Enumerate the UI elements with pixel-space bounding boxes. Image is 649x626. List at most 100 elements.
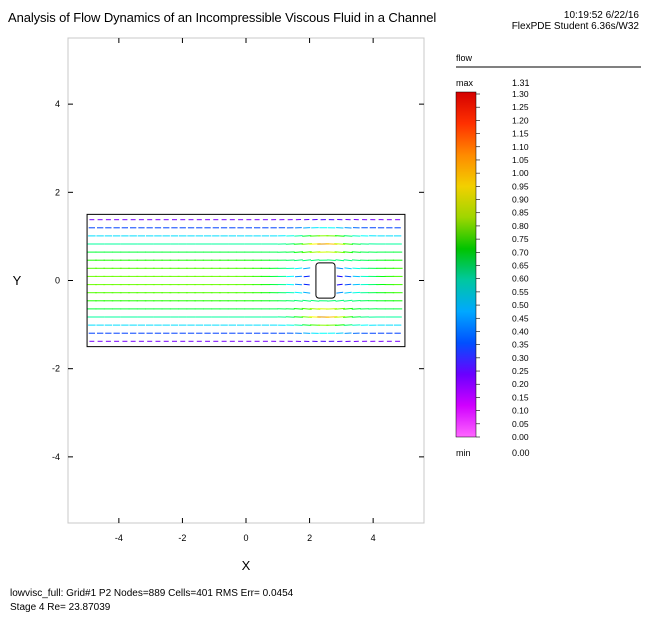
flow-vector <box>301 316 312 318</box>
flow-vector <box>344 267 352 270</box>
flow-vector <box>294 299 303 302</box>
x-tick-label: -4 <box>115 533 123 543</box>
flow-vector <box>351 259 361 261</box>
y-tick-label: 2 <box>55 187 60 197</box>
legend-level-label: 1.15 <box>512 129 529 139</box>
flow-vector <box>302 299 312 302</box>
flow-vector <box>302 259 312 262</box>
y-tick-label: -2 <box>52 364 60 374</box>
flow-vector <box>351 308 361 310</box>
legend-level-label: 1.00 <box>512 168 529 178</box>
flow-vector <box>303 291 311 294</box>
channel-boundary <box>86 213 406 348</box>
flow-vector <box>294 259 303 262</box>
grid-info: lowvisc_full: Grid#1 P2 Nodes=889 Cells=… <box>10 588 294 599</box>
flow-vector <box>302 235 312 237</box>
legend-level-label: 1.30 <box>512 89 529 99</box>
flow-vector <box>351 243 361 245</box>
flow-vector <box>293 251 304 253</box>
legend-level-label: 0.15 <box>512 392 529 402</box>
obstacle-boundary <box>315 262 336 299</box>
flow-vector <box>294 324 303 326</box>
flow-vector <box>336 275 343 278</box>
flow-vector <box>327 300 336 302</box>
legend-level-label: 0.95 <box>512 181 529 191</box>
stage-info: Stage 4 Re= 23.87039 <box>10 602 111 613</box>
flow-vector <box>336 283 343 286</box>
legend-level-label: 0.70 <box>512 247 529 257</box>
flow-vector <box>344 283 352 286</box>
flow-vector <box>343 251 353 254</box>
flow-vector <box>303 283 310 286</box>
flow-vector <box>334 324 345 326</box>
legend-level-label: 0.65 <box>512 261 529 271</box>
flow-vector <box>352 291 361 294</box>
flow-vector <box>326 308 337 310</box>
legend-min-value: 0.00 <box>512 448 530 458</box>
legend-level-label: 0.90 <box>512 195 529 205</box>
legend-level-label: 0.25 <box>512 366 529 376</box>
x-tick-label: -2 <box>178 533 186 543</box>
flow-vector <box>352 267 361 270</box>
flow-vector <box>303 267 311 270</box>
legend-level-label: 0.00 <box>512 432 529 442</box>
legend-min-label: min <box>456 448 471 458</box>
flow-vector <box>334 235 345 237</box>
flow-vector <box>343 307 353 310</box>
legend-level-label: 0.50 <box>512 300 529 310</box>
flow-vector <box>336 267 344 270</box>
flow-vector <box>351 251 361 253</box>
flow-vector <box>335 299 345 302</box>
x-axis-label: X <box>242 558 251 573</box>
x-tick-label: 2 <box>307 533 312 543</box>
legend-level-label: 0.20 <box>512 379 529 389</box>
legend-level-label: 0.80 <box>512 221 529 231</box>
flow-vector <box>343 243 354 245</box>
flow-vector <box>334 316 346 318</box>
legend-level-label: 0.85 <box>512 208 529 218</box>
flow-vector <box>334 251 345 254</box>
flow-vector <box>294 275 302 278</box>
legend-level-label: 1.10 <box>512 142 529 152</box>
run-info: lowvisc_full: Grid#1 P2 Nodes=889 Cells=… <box>10 587 293 615</box>
product-version: FlexPDE Student 6.36s/W32 <box>511 21 639 32</box>
flow-vector <box>310 299 320 302</box>
y-tick-label: 4 <box>55 99 60 109</box>
flow-vector <box>310 259 320 262</box>
legend-level-label: 1.20 <box>512 115 529 125</box>
legend-max-value: 1.31 <box>512 78 530 88</box>
flow-vector <box>351 300 361 302</box>
flow-vector <box>343 259 353 262</box>
legend-level-label: 1.25 <box>512 102 529 112</box>
legend-level-label: 0.35 <box>512 340 529 350</box>
legend-level-label: 0.60 <box>512 274 529 284</box>
flow-vector <box>301 251 312 254</box>
flow-vector <box>334 307 345 310</box>
flow-vector <box>301 243 312 245</box>
flow-vector <box>294 283 302 286</box>
y-axis-label: Y <box>13 273 22 288</box>
flow-vector <box>327 259 336 261</box>
run-stamp: 10:19:52 6/22/16 FlexPDE Student 6.36s/W… <box>512 10 639 32</box>
legend-level-label: 0.05 <box>512 419 529 429</box>
flow-vector <box>336 291 344 294</box>
flow-vector <box>293 316 304 318</box>
flow-vector <box>351 316 361 318</box>
flow-vector <box>335 259 345 262</box>
legend-level-label: 0.40 <box>512 326 529 336</box>
legend-level-label: 0.10 <box>512 406 529 416</box>
legend-level-label: 0.45 <box>512 313 529 323</box>
flow-vector <box>343 299 353 302</box>
flow-vector <box>294 267 303 270</box>
flow-vector <box>344 275 352 278</box>
flow-vector <box>302 324 312 326</box>
x-tick-label: 4 <box>371 533 376 543</box>
plot-frame <box>67 37 425 524</box>
flow-vector <box>334 243 346 245</box>
flow-vector <box>343 324 353 326</box>
legend-max-label: max <box>456 78 474 88</box>
flow-vector <box>343 316 354 318</box>
flow-vector <box>344 291 352 294</box>
legend-level-label: 0.75 <box>512 234 529 244</box>
